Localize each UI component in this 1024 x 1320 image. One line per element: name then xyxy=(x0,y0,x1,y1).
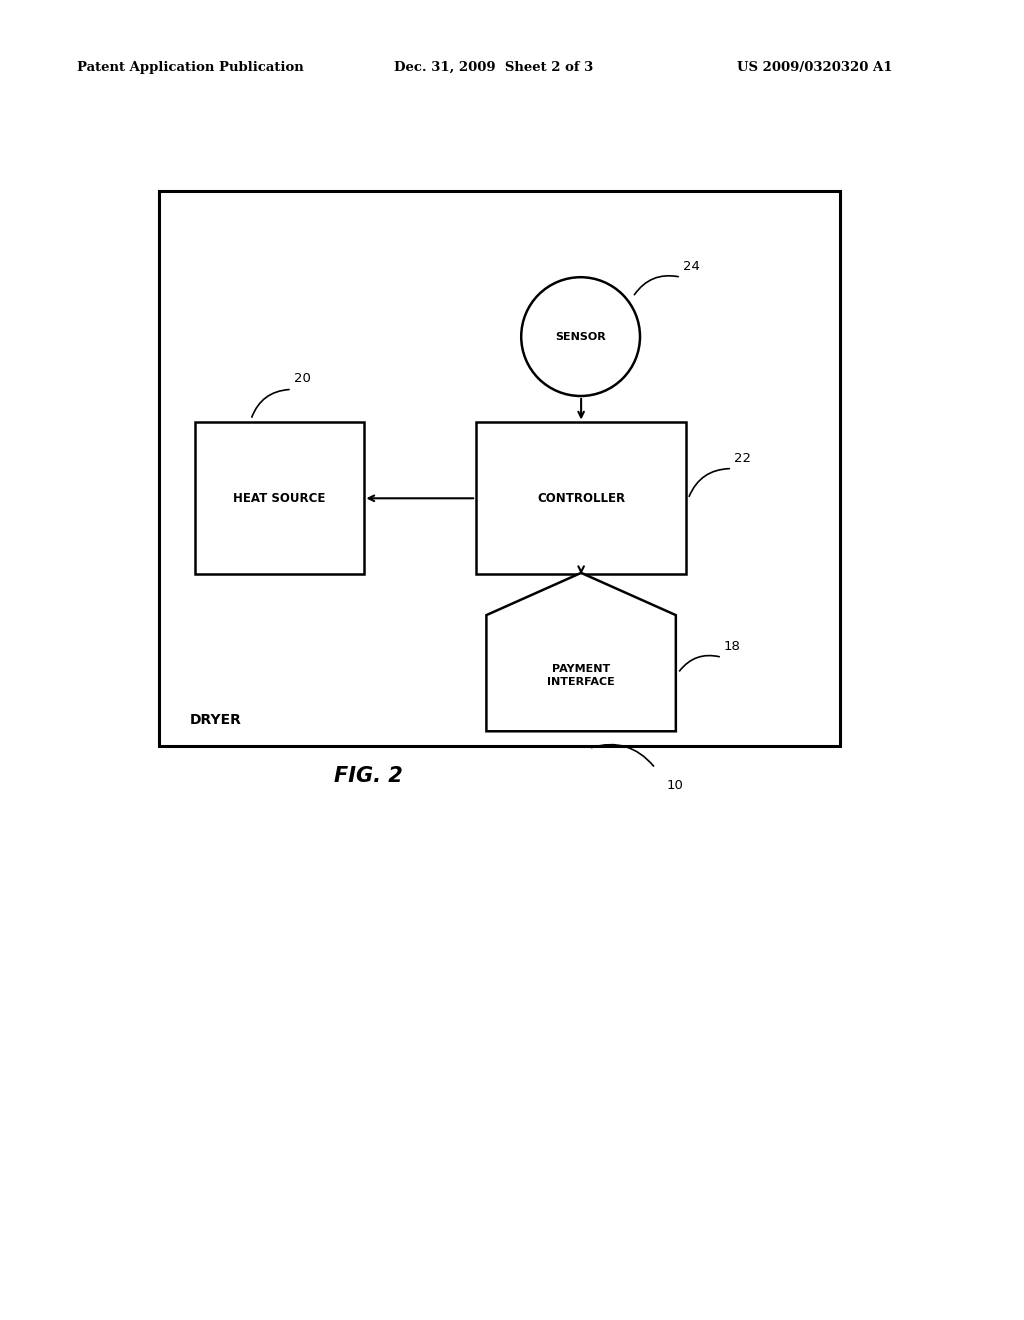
Text: Patent Application Publication: Patent Application Publication xyxy=(77,61,303,74)
Text: Dec. 31, 2009  Sheet 2 of 3: Dec. 31, 2009 Sheet 2 of 3 xyxy=(394,61,594,74)
Ellipse shape xyxy=(521,277,640,396)
Text: US 2009/0320320 A1: US 2009/0320320 A1 xyxy=(737,61,893,74)
Text: 24: 24 xyxy=(683,260,699,273)
Text: PAYMENT
INTERFACE: PAYMENT INTERFACE xyxy=(547,664,615,686)
Text: FIG. 2: FIG. 2 xyxy=(334,766,403,787)
Text: 18: 18 xyxy=(724,640,740,653)
Text: SENSOR: SENSOR xyxy=(555,331,606,342)
Text: 20: 20 xyxy=(294,372,310,385)
Text: DRYER: DRYER xyxy=(189,713,242,727)
Text: CONTROLLER: CONTROLLER xyxy=(537,492,626,504)
Text: 10: 10 xyxy=(667,779,683,792)
Bar xyxy=(195,422,364,574)
Bar xyxy=(476,422,686,574)
Text: HEAT SOURCE: HEAT SOURCE xyxy=(232,492,326,504)
Polygon shape xyxy=(486,573,676,731)
Bar xyxy=(159,191,840,746)
Text: 22: 22 xyxy=(734,451,752,465)
